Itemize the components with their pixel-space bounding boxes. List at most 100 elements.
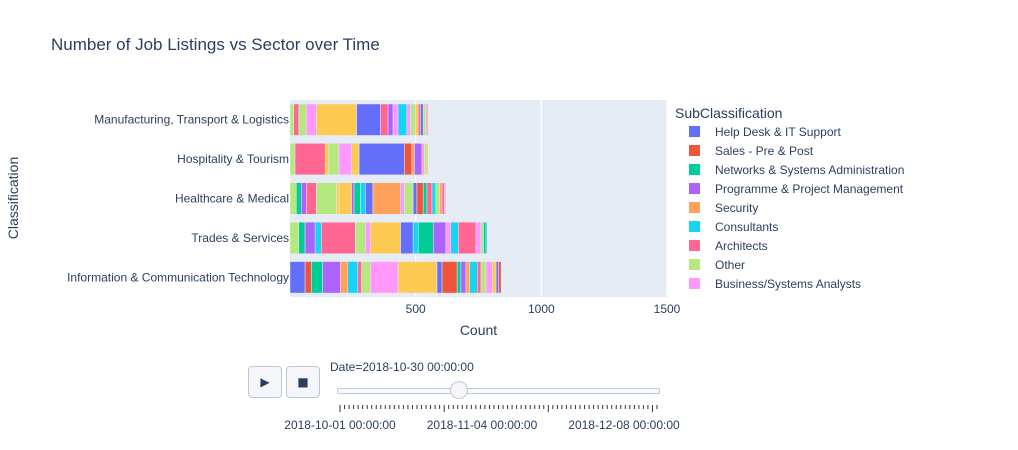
bar-segment[interactable] xyxy=(435,182,440,215)
bar-segment[interactable] xyxy=(421,143,425,176)
bar-segment[interactable] xyxy=(361,261,371,294)
bar-segment[interactable] xyxy=(324,143,330,176)
bar-segment[interactable] xyxy=(445,221,452,254)
legend-item-label[interactable]: Consultants xyxy=(715,220,778,234)
bar-segment[interactable] xyxy=(293,103,300,136)
bar-segment[interactable] xyxy=(414,143,423,176)
bar-segment[interactable] xyxy=(397,103,408,136)
bar-segment[interactable] xyxy=(370,221,401,254)
legend-swatch[interactable] xyxy=(689,278,700,289)
legend-swatch[interactable] xyxy=(689,240,700,251)
bar-segment[interactable] xyxy=(424,143,428,176)
bar-segment[interactable] xyxy=(351,182,355,215)
bar-segment[interactable] xyxy=(397,261,438,294)
bar-segment[interactable] xyxy=(456,261,462,294)
bar-segment[interactable] xyxy=(298,103,307,136)
bar-segment[interactable] xyxy=(480,261,487,294)
legend-item-label[interactable]: Sales - Pre & Post xyxy=(715,144,814,158)
bar-segment[interactable] xyxy=(485,261,493,294)
bar-segment[interactable] xyxy=(400,182,405,215)
bar-segment[interactable] xyxy=(417,103,421,136)
bar-segment[interactable] xyxy=(306,103,317,136)
bar-segment[interactable] xyxy=(321,221,356,254)
bar-segment[interactable] xyxy=(439,182,443,215)
bar-segment[interactable] xyxy=(289,182,297,215)
bar-segment[interactable] xyxy=(495,261,499,294)
bar-segment[interactable] xyxy=(289,261,306,294)
bar-segment[interactable] xyxy=(358,143,405,176)
bar-segment[interactable] xyxy=(301,182,307,215)
bar-segment[interactable] xyxy=(306,182,317,215)
bar-segment[interactable] xyxy=(483,221,487,254)
bar-segment[interactable] xyxy=(387,103,394,136)
bar-segment[interactable] xyxy=(311,261,323,294)
bar-segment[interactable] xyxy=(433,221,447,254)
bar-segment[interactable] xyxy=(370,261,399,294)
bar-segment[interactable] xyxy=(365,182,374,215)
play-button[interactable]: ▶ xyxy=(248,366,282,398)
bar-segment[interactable] xyxy=(412,221,419,254)
bar-segment[interactable] xyxy=(498,261,502,294)
bar-segment[interactable] xyxy=(338,182,352,215)
bar-segment[interactable] xyxy=(436,261,443,294)
bar-segment[interactable] xyxy=(360,182,366,215)
bar-segment[interactable] xyxy=(480,221,484,254)
bar-segment[interactable] xyxy=(314,221,322,254)
legend-item-label[interactable]: Business/Systems Analysts xyxy=(715,277,861,291)
bar-segment[interactable] xyxy=(298,221,306,254)
bar-segment[interactable] xyxy=(420,103,424,136)
bar-segment[interactable] xyxy=(415,103,419,136)
legend-swatch[interactable] xyxy=(689,126,700,137)
date-slider-handle[interactable] xyxy=(449,381,468,399)
bar-segment[interactable] xyxy=(441,261,458,294)
legend-swatch[interactable] xyxy=(689,145,700,156)
bar-segment[interactable] xyxy=(380,103,389,136)
bar-segment[interactable] xyxy=(289,103,295,136)
legend-item-label[interactable]: Programme & Project Management xyxy=(715,182,904,196)
legend-swatch[interactable] xyxy=(689,221,700,232)
bar-segment[interactable] xyxy=(296,182,302,215)
stop-button[interactable]: ■ xyxy=(286,366,320,398)
bar-segment[interactable] xyxy=(412,182,418,215)
bar-segment[interactable] xyxy=(485,221,488,254)
legend-swatch[interactable] xyxy=(689,183,700,194)
bar-segment[interactable] xyxy=(460,261,467,294)
bar-segment[interactable] xyxy=(356,103,381,136)
bar-segment[interactable] xyxy=(410,103,416,136)
date-slider-track[interactable] xyxy=(337,388,660,394)
bar-segment[interactable] xyxy=(441,182,445,215)
bar-segment[interactable] xyxy=(422,182,428,215)
bar-segment[interactable] xyxy=(416,182,424,215)
bar-segment[interactable] xyxy=(400,221,414,254)
legend-item-label[interactable]: Security xyxy=(715,201,758,215)
bar-segment[interactable] xyxy=(426,143,429,176)
bar-segment[interactable] xyxy=(458,221,477,254)
bar-segment[interactable] xyxy=(304,221,316,254)
bar-segment[interactable] xyxy=(355,221,366,254)
bar-segment[interactable] xyxy=(406,103,411,136)
bar-segment[interactable] xyxy=(365,221,371,254)
bar-segment[interactable] xyxy=(357,261,362,294)
bar-segment[interactable] xyxy=(426,103,429,136)
bar-segment[interactable] xyxy=(431,182,437,215)
bar-segment[interactable] xyxy=(476,261,482,294)
bar-segment[interactable] xyxy=(444,182,447,215)
legend-item-label[interactable]: Architects xyxy=(715,239,768,253)
bar-segment[interactable] xyxy=(316,182,337,215)
legend-item-label[interactable]: Other xyxy=(715,258,745,272)
bar-segment[interactable] xyxy=(392,103,399,136)
bar-segment[interactable] xyxy=(351,143,360,176)
bar-segment[interactable] xyxy=(353,182,361,215)
bar-segment[interactable] xyxy=(450,221,459,254)
bar-segment[interactable] xyxy=(492,261,497,294)
bar-segment[interactable] xyxy=(404,182,414,215)
bar-segment[interactable] xyxy=(328,143,340,176)
legend-swatch[interactable] xyxy=(689,164,700,175)
bar-segment[interactable] xyxy=(322,261,341,294)
bar-segment[interactable] xyxy=(426,182,433,215)
bar-segment[interactable] xyxy=(347,261,359,294)
bar-segment[interactable] xyxy=(465,261,470,294)
legend-swatch[interactable] xyxy=(689,259,700,270)
bar-segment[interactable] xyxy=(404,143,413,176)
legend-swatch[interactable] xyxy=(689,202,700,213)
